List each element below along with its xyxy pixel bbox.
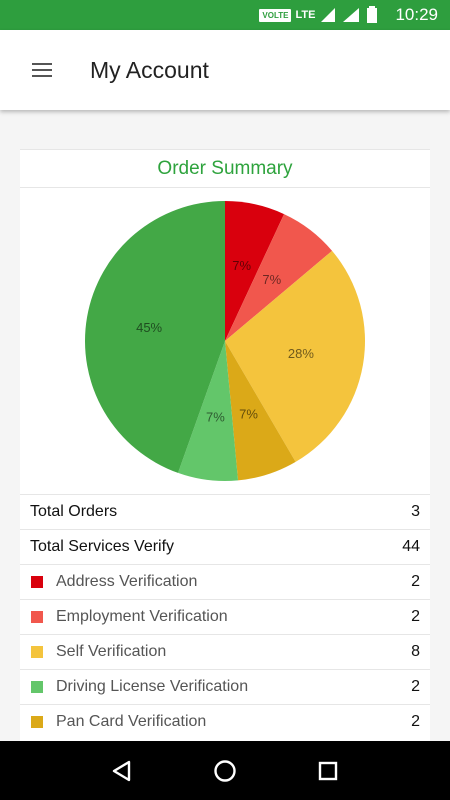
pie-slice-self-verification[interactable] [225, 250, 365, 462]
legend-value: 8 [411, 643, 420, 660]
page-title: My Account [90, 56, 209, 83]
pie-slice-label: 7% [232, 258, 251, 273]
back-button[interactable] [102, 751, 142, 791]
legend-label: Pan Card Verification [56, 713, 207, 730]
legend-swatch [31, 576, 43, 588]
back-triangle-icon [112, 760, 130, 781]
legend-swatch [31, 716, 43, 728]
recents-square-icon [319, 761, 338, 780]
hamburger-menu-icon [32, 63, 52, 77]
legend-item-address-verification[interactable]: Address Verification 2 [20, 564, 430, 599]
legend-swatch [31, 611, 43, 623]
home-circle-icon [214, 759, 236, 782]
legend-swatch [31, 646, 43, 658]
pie-slice-other[interactable] [85, 201, 225, 473]
app-bar: My Account [0, 30, 450, 110]
battery-icon [367, 6, 378, 23]
pie-slice-label: 28% [288, 346, 314, 361]
pie-slice-label: 7% [206, 409, 225, 424]
legend-label: Driving License Verification [56, 678, 249, 695]
total-orders-value: 3 [411, 503, 420, 520]
legend-item-pan-card-verification[interactable]: Pan Card Verification 2 [20, 704, 430, 739]
pie-slice-label: 45% [136, 320, 162, 335]
system-nav-bar [0, 741, 450, 800]
pie-slice-driving-license-verification[interactable] [178, 341, 239, 481]
home-button[interactable] [205, 751, 245, 791]
menu-button[interactable] [0, 30, 90, 110]
legend-item-employment-verification[interactable]: Employment Verification 2 [20, 599, 430, 634]
signal-icon [321, 8, 336, 22]
network-type: LTE [295, 8, 316, 21]
order-summary-title: Order Summary [20, 149, 430, 188]
legend-item-driving-license-verification[interactable]: Driving License Verification 2 [20, 669, 430, 704]
pie-slice-pan-card-verification[interactable] [225, 341, 296, 481]
legend-value: 2 [411, 678, 420, 695]
total-services-row: Total Services Verify 44 [20, 529, 430, 564]
legend-value: 2 [411, 713, 420, 730]
legend-item-self-verification[interactable]: Self Verification 8 [20, 634, 430, 669]
pie-slice-employment-verification[interactable] [225, 214, 333, 341]
order-summary-card: Order Summary 7% 7% 28% 7% 7% 45% Total Order… [20, 149, 430, 741]
volte-badge: VOLTE [259, 8, 292, 22]
pie-slice-label: 7% [239, 406, 258, 421]
signal-icon-2 [343, 8, 360, 22]
legend-value: 2 [411, 573, 420, 590]
status-bar: VOLTE LTE 10:29 [0, 0, 450, 30]
clock: 10:29 [395, 5, 438, 24]
total-services-value: 44 [402, 538, 420, 555]
legend-swatch [31, 681, 43, 693]
legend-label: Self Verification [56, 643, 167, 660]
legend-label: Employment Verification [56, 608, 228, 625]
recents-button[interactable] [308, 751, 348, 791]
legend-label: Address Verification [56, 573, 198, 590]
pie-slice-label: 7% [262, 272, 281, 287]
legend-value: 2 [411, 608, 420, 625]
pie-chart-svg: 7% 7% 28% 7% 7% 45% [85, 201, 365, 481]
pie-slice-address-verification[interactable] [225, 201, 285, 341]
total-orders-row: Total Orders 3 [20, 494, 430, 529]
total-orders-label: Total Orders [30, 503, 118, 520]
total-services-label: Total Services Verify [30, 538, 175, 555]
order-pie-chart: 7% 7% 28% 7% 7% 45% [20, 188, 430, 494]
